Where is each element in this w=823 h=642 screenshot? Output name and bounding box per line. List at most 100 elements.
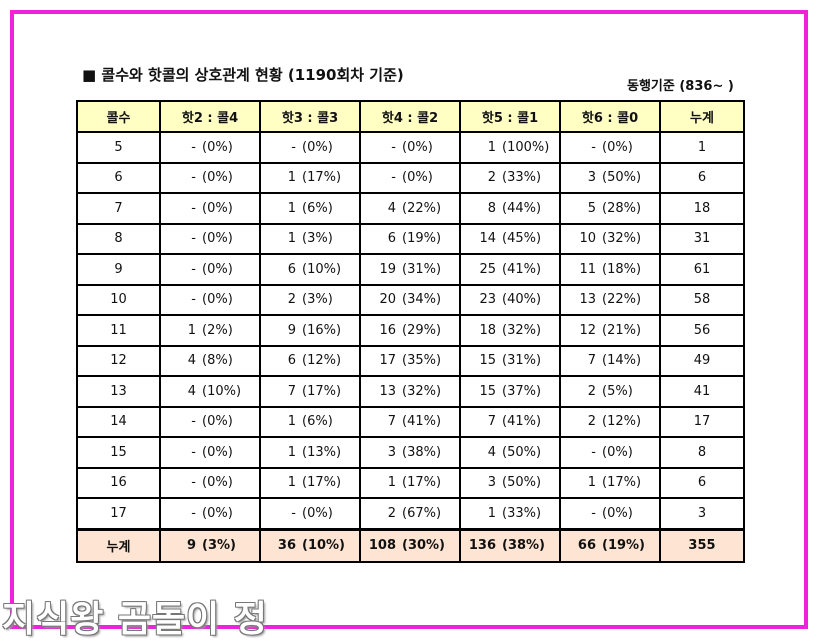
cell-percent: (30%) [402,538,445,553]
cell-percent: (32%) [602,231,642,247]
cell-count: - [191,170,196,186]
cell-percent: (0%) [202,475,233,491]
cell-count: 4 [187,383,196,399]
row-hot-cell: - (0%) [359,131,461,164]
row-hot-cell: 2 (5%) [559,375,661,408]
grand-total: 355 [659,527,745,563]
cell-count: 3 [487,475,496,491]
cell-count: - [191,292,196,308]
cell-count: 1 [487,139,496,155]
cell-count: 1 [387,475,396,491]
row-hot-cell: - (0%) [159,283,261,316]
row-hot-cell: - (0%) [559,131,661,164]
cell-percent: (6%) [302,414,333,430]
row-hot-cell: 2 (12%) [559,405,661,438]
cell-count: 1 [287,200,296,216]
cell-count: 5 [587,200,596,216]
row-total: 1 [659,131,745,164]
cell-count: 2 [387,505,396,521]
total-hot-cell: 66 (19%) [559,527,661,563]
row-hot-cell: 3 (38%) [359,436,461,469]
cell-percent: (0%) [202,139,233,155]
row-hot-cell: 18 (32%) [459,314,561,347]
row-total: 61 [659,253,745,286]
row-hot-cell: 15 (31%) [459,344,561,377]
cell-percent: (6%) [302,200,333,216]
cell-count: - [191,200,196,216]
cell-percent: (17%) [602,475,642,491]
row-hot-cell: - (0%) [159,497,261,530]
row-hot-cell: 4 (22%) [359,192,461,225]
cell-count: 1 [187,322,196,338]
row-total: 6 [659,161,745,194]
row-call-count: 10 [76,283,161,316]
cell-count: 11 [579,261,596,277]
row-hot-cell: 13 (22%) [559,283,661,316]
cell-percent: (17%) [302,475,342,491]
table-total-row: 누계 9 (3%) 36 (10%) 108 (30%) 136 (38%) 66 (19%) 355 [76,527,745,563]
cell-count: 9 [186,538,196,553]
cell-percent: (32%) [502,322,542,338]
row-hot-cell: 11 (18%) [559,253,661,286]
cell-count: - [591,139,596,155]
row-hot-cell: 1 (3%) [259,222,361,255]
cell-count: 2 [287,292,296,308]
cell-percent: (0%) [202,200,233,216]
cell-percent: (33%) [502,505,542,521]
cell-count: 20 [379,292,396,308]
row-hot-cell: 6 (19%) [359,222,461,255]
cell-percent: (5%) [602,383,633,399]
row-hot-cell: - (0%) [159,436,261,469]
cell-count: 10 [579,231,596,247]
cell-percent: (50%) [502,444,542,460]
row-hot-cell: - (0%) [559,436,661,469]
page-title: ■ 콜수와 핫콜의 상호관계 현황 (1190회차 기준) [82,66,404,84]
header-hot2: 핫2 : 콜4 [159,100,261,133]
cell-count: - [191,414,196,430]
cell-percent: (32%) [402,383,442,399]
table-row: 9- (0%) 6 (10%) 19 (31%) 25 (41%) 11 (18%) 61 [76,253,745,286]
row-hot-cell: - (0%) [259,497,361,530]
cell-count: 2 [587,414,596,430]
row-total: 56 [659,314,745,347]
cell-percent: (0%) [202,261,233,277]
total-hot-cell: 108 (30%) [359,527,461,563]
row-hot-cell: - (0%) [559,497,661,530]
cell-percent: (2%) [202,322,233,338]
row-hot-cell: 5 (28%) [559,192,661,225]
cell-percent: (0%) [202,170,233,186]
row-call-count: 16 [76,466,161,499]
cell-count: 18 [479,322,496,338]
row-hot-cell: - (0%) [159,222,261,255]
cell-count: - [391,170,396,186]
cell-count: 3 [587,170,596,186]
cell-count: 1 [587,475,596,491]
cell-count: 2 [587,383,596,399]
cell-percent: (8%) [202,353,233,369]
cell-percent: (0%) [202,231,233,247]
row-hot-cell: 10 (32%) [559,222,661,255]
table-row: 17- (0%) - (0%) 2 (67%) 1 (33%) - (0%) 3 [76,497,745,530]
row-hot-cell: 2 (33%) [459,161,561,194]
row-hot-cell: 1 (33%) [459,497,561,530]
table-row: 13 4 (10%) 7 (17%) 13 (32%) 15 (37%) 2 (5%) 41 [76,375,745,408]
cell-percent: (3%) [302,231,333,247]
cell-percent: (17%) [302,170,342,186]
cell-count: - [191,261,196,277]
cell-percent: (50%) [602,170,642,186]
row-hot-cell: 16 (29%) [359,314,461,347]
row-hot-cell: 1 (17%) [259,161,361,194]
cell-percent: (10%) [302,261,342,277]
cell-count: 25 [479,261,496,277]
row-hot-cell: 1 (6%) [259,405,361,438]
table-row: 14- (0%) 1 (6%) 7 (41%) 7 (41%) 2 (12%) 17 [76,405,745,438]
cell-percent: (50%) [502,475,542,491]
row-hot-cell: 3 (50%) [459,466,561,499]
total-label: 누계 [76,527,161,563]
cell-count: 9 [287,322,296,338]
cell-count: 15 [479,353,496,369]
cell-percent: (3%) [302,292,333,308]
row-hot-cell: - (0%) [159,161,261,194]
cell-count: 15 [479,383,496,399]
cell-percent: (0%) [602,505,633,521]
